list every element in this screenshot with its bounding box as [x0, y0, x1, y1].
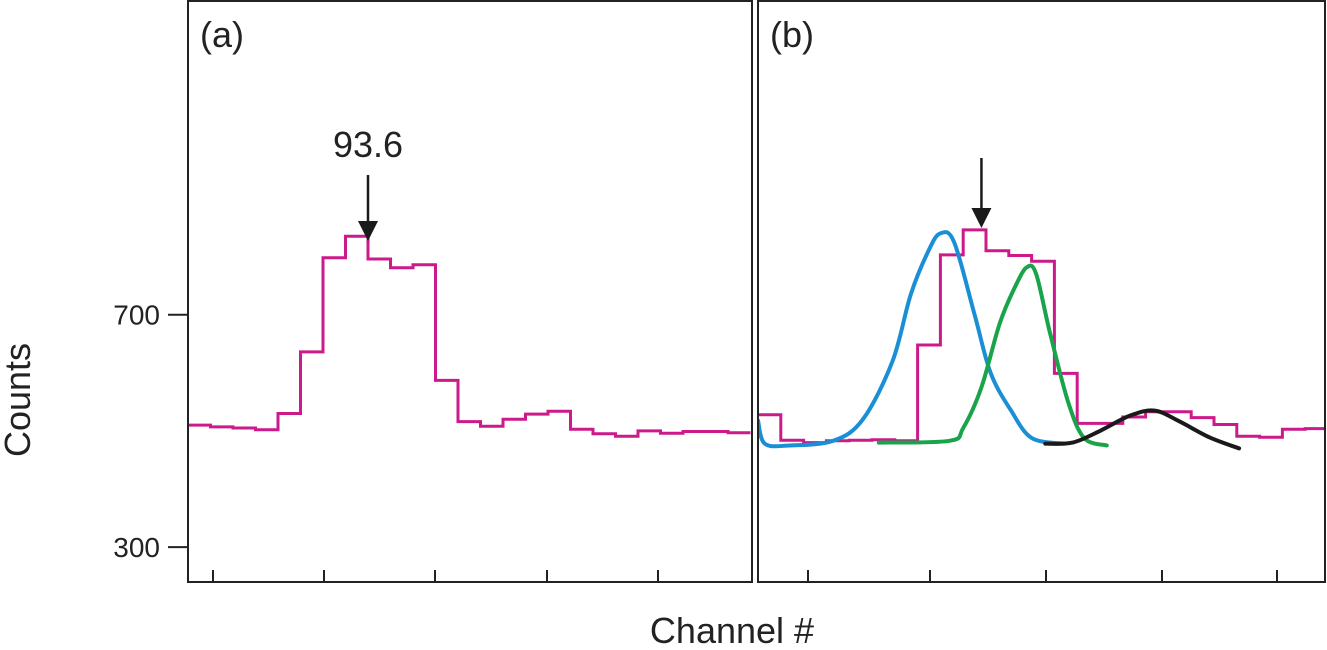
fit-curve [759, 230, 1066, 449]
histogram-series [189, 234, 751, 438]
plot-frame [187, 0, 753, 583]
y-axis-label: Counts [0, 343, 38, 457]
panel-label: (b) [770, 14, 814, 55]
fit-curve [876, 263, 1109, 448]
series-group [189, 234, 751, 438]
panel-label: (a) [200, 14, 244, 55]
x-axis-label: Channel # [650, 610, 814, 650]
series-group [759, 228, 1324, 451]
plot-frame [757, 0, 1326, 583]
peak-arrowhead [358, 221, 378, 241]
panel-a: 300 700 (a) 93.6 [113, 0, 753, 583]
y-tick-label: 700 [113, 300, 160, 331]
fit-curve [1043, 408, 1242, 451]
y-tick-label: 300 [113, 532, 160, 563]
panel-b: (b) [757, 0, 1326, 583]
peak-arrowhead [971, 208, 992, 228]
histogram-series [759, 228, 1324, 445]
peak-annotation: 93.6 [333, 124, 403, 165]
